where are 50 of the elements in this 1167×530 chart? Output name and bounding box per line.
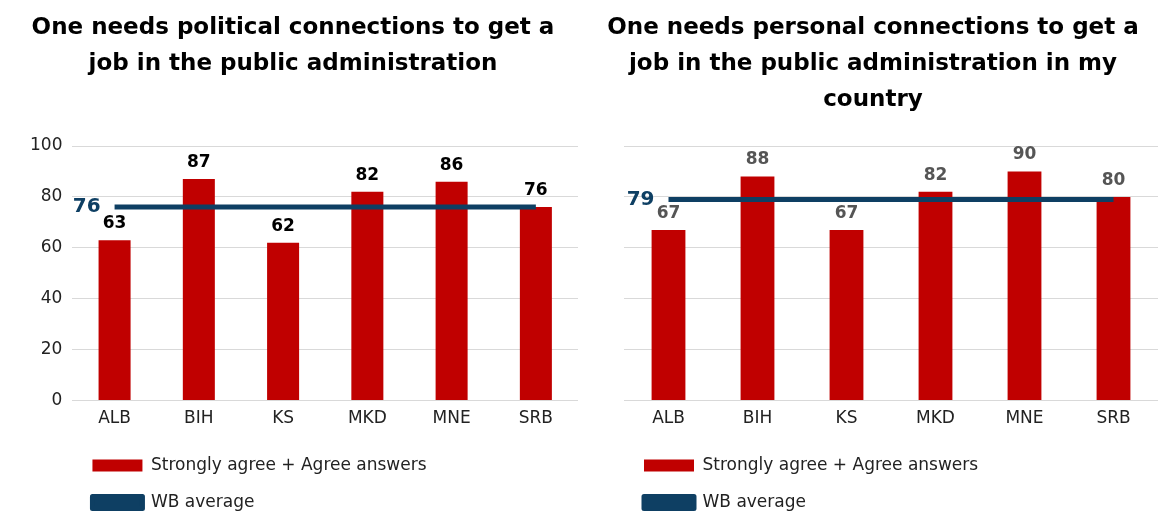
x-tick-label: KS <box>835 407 858 428</box>
x-tick-label: MNE <box>1005 407 1044 428</box>
data-label: 76 <box>72 193 101 218</box>
bar <box>740 176 775 401</box>
bar <box>351 191 384 401</box>
x-tick-label: SRB <box>518 407 553 428</box>
legend-label: WB average <box>150 490 255 511</box>
y-tick-label: 60 <box>40 236 63 257</box>
data-label: 82 <box>355 163 380 184</box>
x-tick-label: BIH <box>184 407 214 428</box>
data-label: 63 <box>102 212 127 233</box>
x-tick-label: BIH <box>742 407 773 428</box>
data-label: 62 <box>271 214 295 235</box>
x-tick-label: SRB <box>1096 407 1131 428</box>
data-label: 67 <box>834 201 859 222</box>
bar <box>829 230 864 401</box>
bar <box>182 179 215 401</box>
bar <box>435 181 468 401</box>
x-tick-label: KS <box>272 407 295 428</box>
data-label: 82 <box>923 163 948 184</box>
chart-title: One needs personal connections to get a job in the public administration in my country <box>606 12 1140 113</box>
bar <box>98 240 131 401</box>
x-tick-label: MKD <box>347 407 387 428</box>
legend-label: WB average <box>702 490 806 511</box>
bar <box>918 191 953 401</box>
bar <box>1007 171 1042 401</box>
y-tick-label: 20 <box>40 338 63 359</box>
x-tick-label: ALB <box>652 407 685 428</box>
bar <box>267 242 300 401</box>
y-tick-label: 80 <box>40 185 63 206</box>
bar <box>651 230 686 401</box>
data-label: 76 <box>524 179 548 200</box>
data-label: 86 <box>439 153 464 174</box>
data-label: 79 <box>626 185 655 210</box>
x-tick-label: MNE <box>432 407 471 428</box>
y-tick-label: 100 <box>29 134 63 155</box>
y-tick-label: 0 <box>51 389 63 410</box>
data-label: 67 <box>656 201 681 222</box>
x-tick-label: ALB <box>98 407 131 428</box>
bar <box>519 207 552 401</box>
data-label: 80 <box>1101 168 1126 189</box>
data-label: 87 <box>187 151 211 172</box>
chart-title: One needs political connections to get a job in the public administration <box>30 12 556 77</box>
data-label: 90 <box>1012 143 1037 164</box>
bar <box>1096 196 1131 401</box>
legend-label: Strongly agree + Agree answers <box>702 453 979 474</box>
data-label: 88 <box>745 148 770 169</box>
y-tick-label: 40 <box>40 287 63 308</box>
x-tick-label: MKD <box>916 407 955 428</box>
legend-label: Strongly agree + Agree answers <box>150 453 427 474</box>
